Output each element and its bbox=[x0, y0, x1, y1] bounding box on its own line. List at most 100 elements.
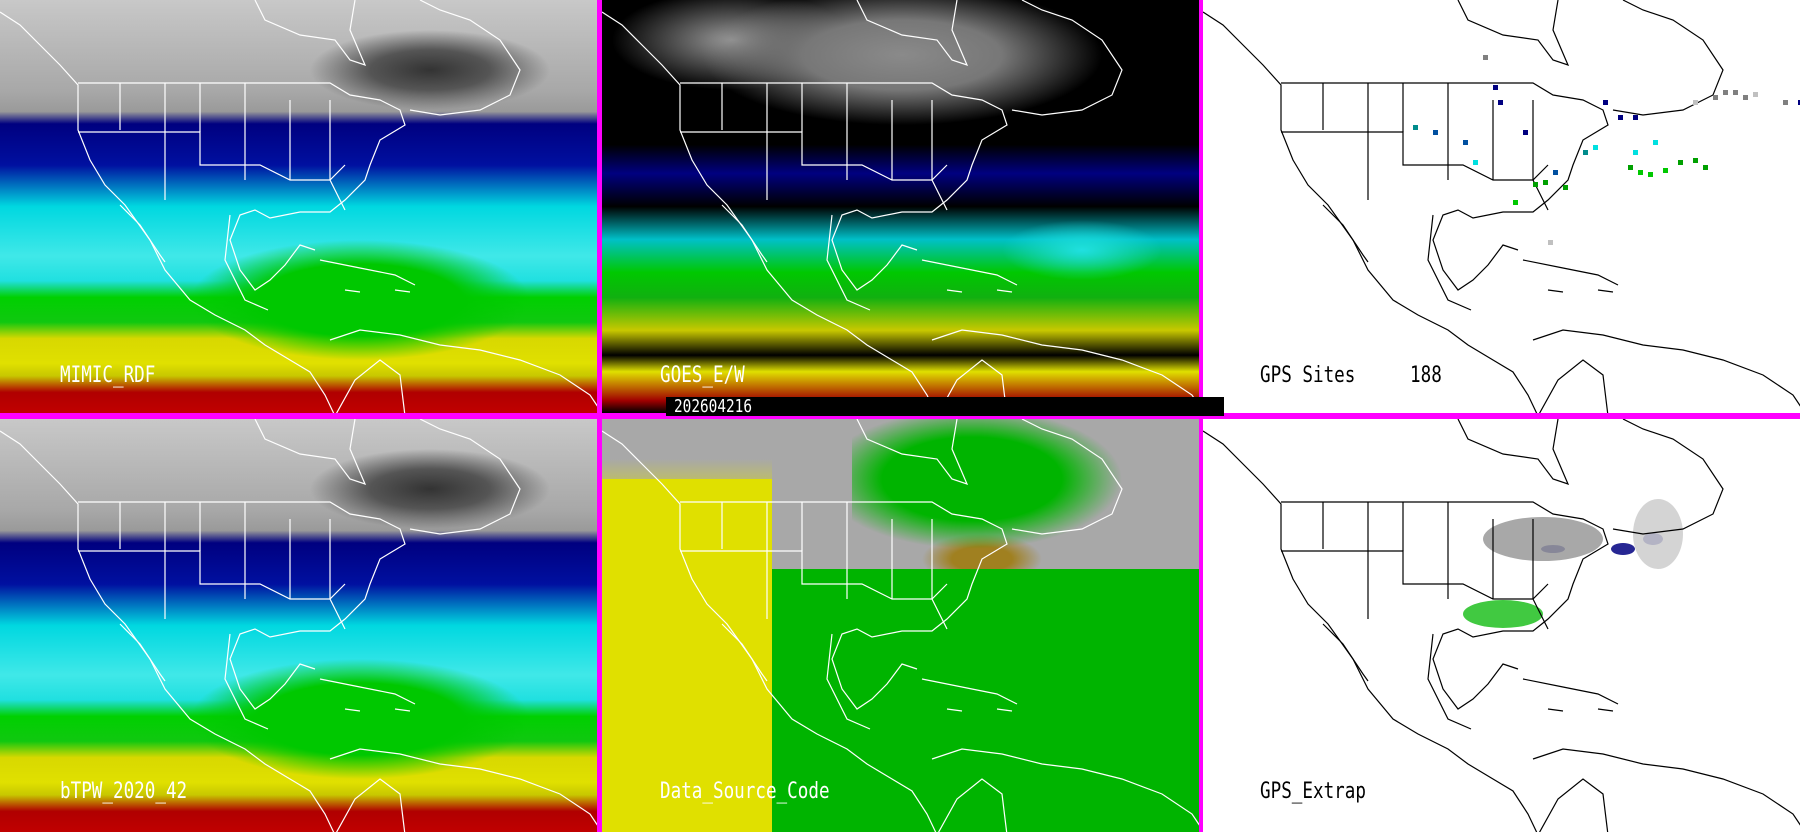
map-outline bbox=[1203, 0, 1800, 413]
gps-site-marker bbox=[1563, 185, 1568, 190]
gps-site-marker bbox=[1638, 170, 1643, 175]
boundary-line bbox=[680, 501, 1008, 710]
boundary-line bbox=[78, 82, 406, 291]
gps-site-marker bbox=[1413, 125, 1418, 130]
boundary-line bbox=[931, 748, 1199, 826]
gps-site-marker bbox=[1648, 172, 1653, 177]
gps-site-marker bbox=[1798, 100, 1800, 105]
boundary-line bbox=[921, 678, 1018, 712]
gps-site-marker bbox=[1703, 165, 1708, 170]
boundary-line bbox=[1011, 419, 1123, 535]
boundary-line bbox=[319, 259, 416, 293]
boundary-line bbox=[1612, 419, 1724, 535]
boundary-line bbox=[1322, 204, 1369, 263]
boundary-line bbox=[1281, 550, 1549, 600]
boundary-line bbox=[1281, 501, 1609, 710]
gps-site-count: 188 bbox=[1410, 363, 1442, 388]
gps-site-marker bbox=[1493, 85, 1498, 90]
boundary-line bbox=[826, 633, 871, 730]
gps-site-marker bbox=[1498, 100, 1503, 105]
gps-site-marker bbox=[1483, 55, 1488, 60]
map-outline bbox=[602, 0, 1199, 413]
boundary-line bbox=[856, 0, 969, 66]
gps-site-marker bbox=[1693, 100, 1698, 105]
boundary-line bbox=[1612, 0, 1724, 116]
boundary-line bbox=[1457, 419, 1570, 485]
gps-site-marker bbox=[1553, 170, 1558, 175]
boundary-line bbox=[721, 204, 768, 263]
boundary-line bbox=[119, 623, 166, 682]
boundary-line bbox=[0, 430, 335, 832]
boundary-line bbox=[224, 214, 269, 311]
gps-site-marker bbox=[1628, 165, 1633, 170]
boundary-line bbox=[937, 778, 1008, 832]
panel-data-source-code: Data_Source_Code bbox=[602, 419, 1199, 832]
boundary-line bbox=[78, 131, 346, 181]
boundary-line bbox=[826, 214, 871, 311]
gps-site-marker bbox=[1693, 158, 1698, 163]
boundary-line bbox=[721, 623, 768, 682]
panel-label: GPS Sites bbox=[1260, 363, 1356, 388]
gps-site-marker bbox=[1543, 180, 1548, 185]
boundary-line bbox=[1322, 623, 1369, 682]
boundary-line bbox=[335, 778, 406, 832]
gps-site-marker bbox=[1633, 115, 1638, 120]
boundary-line bbox=[119, 83, 346, 211]
panel-label: bTPW_2020_42 bbox=[60, 779, 188, 804]
gps-site-marker bbox=[1433, 130, 1438, 135]
panel-mimic-rdf: MIMIC_RDF bbox=[0, 0, 597, 413]
panel-label: Data_Source_Code bbox=[660, 779, 830, 804]
boundary-line bbox=[1281, 82, 1609, 291]
boundary-line bbox=[78, 550, 346, 600]
boundary-line bbox=[0, 11, 335, 413]
boundary-line bbox=[1322, 502, 1549, 630]
boundary-line bbox=[329, 748, 597, 826]
panel-gps-sites: GPS Sites 188 bbox=[1203, 0, 1800, 413]
boundary-line bbox=[1427, 633, 1472, 730]
boundary-line bbox=[335, 359, 406, 413]
boundary-line bbox=[602, 11, 937, 413]
panel-label: GPS_Extrap bbox=[1260, 779, 1366, 804]
gps-site-marker bbox=[1533, 182, 1538, 187]
boundary-line bbox=[78, 501, 406, 710]
extrapolated-field bbox=[1463, 600, 1543, 628]
gps-site-marker bbox=[1633, 150, 1638, 155]
boundary-line bbox=[409, 419, 521, 535]
boundary-line bbox=[1203, 11, 1538, 413]
boundary-line bbox=[119, 204, 166, 263]
gps-site-marker bbox=[1733, 90, 1738, 95]
panel-btpw: bTPW_2020_42 bbox=[0, 419, 597, 832]
boundary-line bbox=[329, 329, 597, 407]
gps-site-marker bbox=[1583, 150, 1588, 155]
gps-site-marker bbox=[1513, 200, 1518, 205]
panel-goes-ew: GOES_E/W bbox=[602, 0, 1199, 413]
panel-label: MIMIC_RDF bbox=[60, 363, 156, 388]
gps-site-marker bbox=[1653, 140, 1658, 145]
gps-site-marker bbox=[1463, 140, 1468, 145]
gps-site-marker bbox=[1473, 160, 1478, 165]
boundary-line bbox=[409, 0, 521, 116]
map-outline bbox=[0, 0, 597, 413]
panel-gps-extrap: GPS_Extrap bbox=[1203, 419, 1800, 832]
boundary-line bbox=[119, 502, 346, 630]
extrapolated-field bbox=[1611, 543, 1635, 555]
boundary-line bbox=[1011, 0, 1123, 116]
gps-site-marker bbox=[1618, 115, 1623, 120]
boundary-line bbox=[1203, 430, 1538, 832]
boundary-line bbox=[1427, 214, 1472, 311]
gps-site-marker bbox=[1753, 92, 1758, 97]
panel-label: GOES_E/W bbox=[660, 363, 745, 388]
timestamp-bar: 202604216 bbox=[666, 397, 1224, 416]
map-outline bbox=[1203, 419, 1800, 832]
boundary-line bbox=[1522, 678, 1619, 712]
boundary-line bbox=[224, 633, 269, 730]
timestamp: 202604216 bbox=[674, 396, 753, 417]
boundary-line bbox=[602, 430, 937, 832]
boundary-line bbox=[721, 502, 948, 630]
map-outline bbox=[0, 419, 597, 832]
gps-site-marker bbox=[1783, 100, 1788, 105]
boundary-line bbox=[856, 419, 969, 485]
boundary-line bbox=[254, 419, 367, 485]
boundary-line bbox=[1538, 778, 1609, 832]
gps-site-marker bbox=[1663, 168, 1668, 173]
